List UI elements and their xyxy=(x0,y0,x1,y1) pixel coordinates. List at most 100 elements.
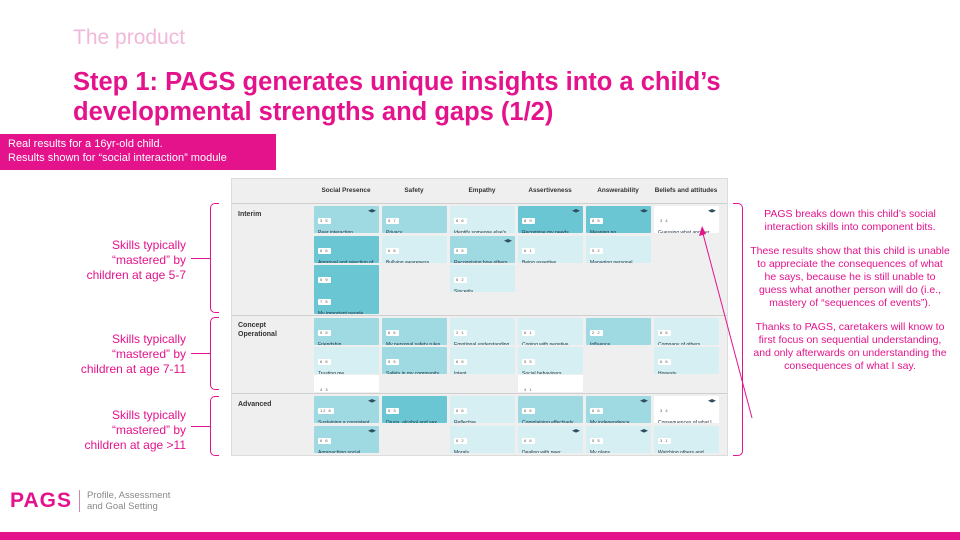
skill-caption: My independence xyxy=(590,420,630,423)
skill-caption: Complaining effectively xyxy=(522,420,574,423)
skill-caption: Guessing what another person will do xyxy=(658,230,709,233)
skill-cell: 6 6 Approval and rejection of others xyxy=(314,236,379,263)
skill-caption: Privacy xyxy=(386,230,403,233)
skill-caption: Watching others and making impressions xyxy=(658,450,704,453)
skill-cell: 8 9 Recognise my needs xyxy=(518,206,583,233)
skill-caption: Approval and rejection of others xyxy=(318,260,374,263)
skill-cell: 6 6 Approaching social relationships xyxy=(314,426,379,453)
skill-caption: Bullying awareness xyxy=(386,260,430,263)
skill-cell: 5 2 Managing personal success xyxy=(586,236,651,263)
skill-cell: 6 1 Coping with negative behaviours xyxy=(518,318,583,345)
skill-score: 6 6 xyxy=(522,408,535,414)
bracket-tip xyxy=(191,426,210,427)
graduation-cap-icon xyxy=(708,399,716,403)
skill-caption: Being assertive xyxy=(522,260,557,263)
skill-score: 12 6 xyxy=(318,408,334,414)
skill-score: 6 1 xyxy=(522,330,535,336)
results-grid: Social Presence Safety Empathy Assertive… xyxy=(231,178,728,456)
skill-score: 3 1 xyxy=(658,438,671,444)
row-header-concept-operational: Concept Operational xyxy=(238,322,277,338)
skill-cell: 5 7 Privacy xyxy=(382,206,447,233)
skill-score: 5 5 xyxy=(590,438,603,444)
title-line-1: Step 1: PAGS generates unique insights i… xyxy=(73,68,721,96)
slide-kicker: The product xyxy=(73,26,186,49)
note-line-2: Results shown for “social interaction” m… xyxy=(8,152,227,164)
bracket-tip xyxy=(191,258,210,259)
skill-caption: Consequences of what I say xyxy=(658,420,712,423)
skill-caption: Drugs, alcohol and sex xyxy=(386,420,437,423)
skill-cell: 6 6 My independence xyxy=(586,396,651,423)
skill-score: 6 6 xyxy=(386,248,399,254)
skill-cell: 6 6 Complaining effectively xyxy=(518,396,583,423)
skill-score: 6 6 xyxy=(658,330,671,336)
skill-cell: 6 6 Honesty xyxy=(654,347,719,374)
bracket-tip xyxy=(191,353,210,354)
skill-caption: Coping with negative behaviours xyxy=(522,342,569,345)
skill-score: 2 1 xyxy=(454,330,467,336)
skill-score: 3 5 xyxy=(318,218,331,224)
logo-subtitle: Profile, Assessment and Goal Setting xyxy=(86,490,171,512)
pags-logo: PAGS Profile, Assessment and Goal Settin… xyxy=(10,489,170,513)
skill-cell: 5 5 My plans xyxy=(586,426,651,453)
bracket-concept-operational xyxy=(210,317,219,390)
skill-cell: 4 1Disagreeing xyxy=(518,375,583,392)
graduation-cap-icon xyxy=(640,399,648,403)
row-header-advanced: Advanced xyxy=(238,401,272,408)
skill-caption: My plans xyxy=(590,450,611,453)
skill-caption: Social behaviours xyxy=(522,371,562,374)
skill-caption: Influence xyxy=(590,342,611,345)
skill-cell: 5 5 Social behaviours xyxy=(518,347,583,374)
right-bracket xyxy=(733,203,743,456)
title-line-2: developmental strengths and gaps (1/2) xyxy=(73,98,554,126)
skill-caption: Morals xyxy=(454,450,470,453)
column-header-beliefs: Beliefs and attitudes xyxy=(654,187,718,194)
skill-score: 4 1 xyxy=(522,387,535,392)
skill-score: 6 6 xyxy=(590,408,603,414)
skill-caption: Approaching social relationships xyxy=(318,450,361,453)
skill-score: 6 6 xyxy=(454,408,467,414)
row-divider xyxy=(232,393,727,394)
skill-score: 6 6 xyxy=(658,359,671,365)
skill-score: 5 2 xyxy=(590,248,603,254)
skill-caption: Recognising how others are feeling xyxy=(454,260,508,263)
skill-cell: 6 6 Trusting me xyxy=(314,347,379,374)
graduation-cap-icon xyxy=(368,399,376,403)
skill-score: 6 6 xyxy=(454,218,467,224)
skill-caption: Sincerity xyxy=(454,289,474,292)
skill-caption: Identify someone else's emotions xyxy=(454,230,507,233)
skill-score: 5 3 xyxy=(386,408,399,414)
logo-wordmark: PAGS xyxy=(10,489,72,512)
graduation-cap-icon xyxy=(572,209,580,213)
skill-score: 6 2 xyxy=(454,277,467,283)
skill-score: 6 6 xyxy=(318,359,331,365)
skill-cell: 5 5 Safety in my community xyxy=(382,347,447,374)
skill-score: 5 5 xyxy=(454,248,467,254)
skill-score: 6 6 xyxy=(318,438,331,444)
skill-caption: Emotional understanding xyxy=(454,342,510,345)
skill-score: 6 6 xyxy=(454,359,467,365)
note-line-1: Real results for a 16yr-old child. xyxy=(8,138,163,150)
skill-cell: 6 6 Reflective xyxy=(450,396,515,423)
skill-score: 5 5 xyxy=(318,330,331,336)
column-header-assertiveness: Assertiveness xyxy=(528,187,572,194)
skill-cell: 2 1 Emotional understanding xyxy=(450,318,515,345)
skill-cell: 5 3 Drugs, alcohol and sex xyxy=(382,396,447,423)
skill-score: 8 5 xyxy=(590,218,603,224)
explanation-paragraph-2: These results show that this child is un… xyxy=(750,245,950,309)
skill-score: 6 6 xyxy=(522,438,535,444)
age-label-7-11: Skills typically “mastered” by children … xyxy=(80,332,186,376)
skill-caption: Managing personal success xyxy=(590,260,633,263)
skill-cell: 3 1 Watching others and making impression… xyxy=(654,426,719,453)
skill-score: 4 3 xyxy=(318,387,331,392)
skill-cell: 6 1 Being assertive xyxy=(518,236,583,263)
skill-score: 5 9 xyxy=(318,277,331,283)
skill-cell: 6 6 My personal safety rules xyxy=(382,318,447,345)
skill-caption: Sustaining a consistent peer relationshi… xyxy=(318,420,370,423)
skill-cell: 6 6 Bullying awareness xyxy=(382,236,447,263)
explanation-paragraph-1: PAGS breaks down this child’s social int… xyxy=(764,208,936,233)
row-divider xyxy=(232,315,727,316)
skill-score: 3 4 xyxy=(658,408,671,414)
skill-cell: 12 6 Sustaining a consistent peer relatio… xyxy=(314,396,379,423)
column-header-empathy: Empathy xyxy=(468,187,496,194)
skill-cell: 5 5 Friendship xyxy=(314,318,379,345)
